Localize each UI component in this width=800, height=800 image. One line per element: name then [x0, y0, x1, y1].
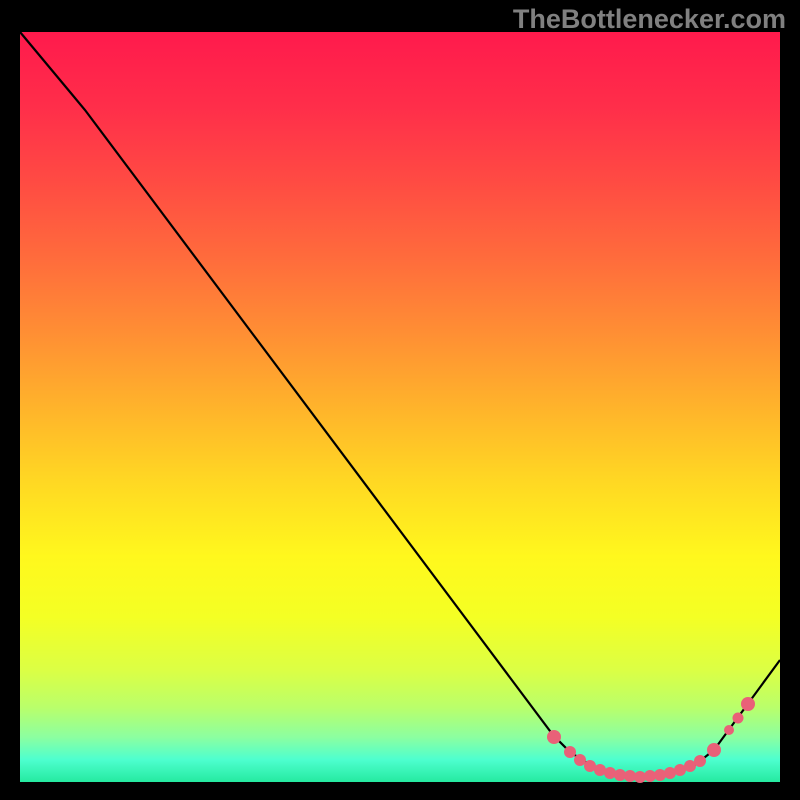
curve-marker [654, 769, 666, 781]
curve-marker [707, 743, 721, 757]
curve-marker [733, 713, 744, 724]
curve-marker [547, 730, 561, 744]
chart-canvas: TheBottlenecker.com [0, 0, 800, 800]
curve-marker [604, 767, 616, 779]
curve-marker [574, 754, 586, 766]
curve-marker [694, 755, 706, 767]
gradient-background [20, 32, 780, 782]
curve-marker [724, 725, 734, 735]
chart-svg [0, 0, 800, 800]
curve-marker [564, 746, 576, 758]
curve-marker [741, 697, 755, 711]
